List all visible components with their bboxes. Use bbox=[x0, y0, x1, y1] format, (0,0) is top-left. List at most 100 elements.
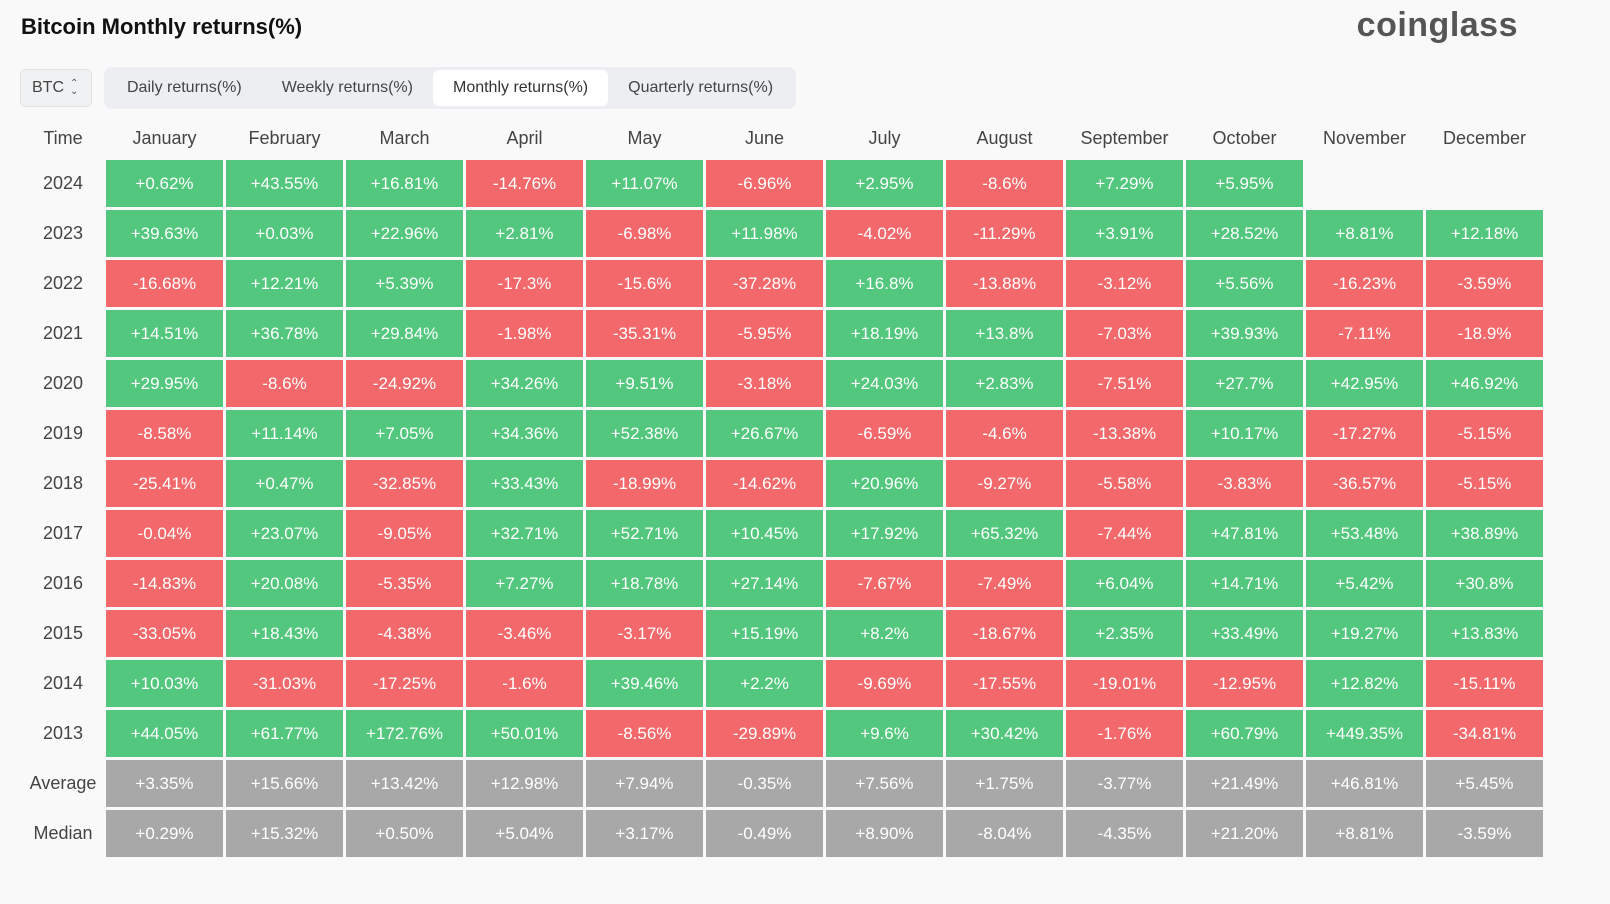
return-cell[interactable]: +2.81% bbox=[466, 210, 583, 257]
summary-cell[interactable]: +13.42% bbox=[346, 760, 463, 807]
coin-select[interactable]: BTC ⌃ ⌄ bbox=[20, 69, 92, 107]
return-cell[interactable]: -19.01% bbox=[1066, 660, 1183, 707]
return-cell[interactable]: +47.81% bbox=[1186, 510, 1303, 557]
return-cell[interactable]: +11.14% bbox=[226, 410, 343, 457]
return-cell[interactable]: -7.44% bbox=[1066, 510, 1183, 557]
return-cell[interactable]: +14.51% bbox=[106, 310, 223, 357]
return-cell[interactable]: +3.91% bbox=[1066, 210, 1183, 257]
return-cell[interactable]: +14.71% bbox=[1186, 560, 1303, 607]
return-cell[interactable]: -5.35% bbox=[346, 560, 463, 607]
return-cell[interactable]: -17.25% bbox=[346, 660, 463, 707]
return-cell[interactable]: +7.05% bbox=[346, 410, 463, 457]
return-cell[interactable]: -4.02% bbox=[826, 210, 943, 257]
return-cell[interactable]: +5.42% bbox=[1306, 560, 1423, 607]
summary-cell[interactable]: -0.49% bbox=[706, 810, 823, 857]
return-cell[interactable]: +2.2% bbox=[706, 660, 823, 707]
return-cell[interactable]: +30.8% bbox=[1426, 560, 1543, 607]
return-cell[interactable]: -17.3% bbox=[466, 260, 583, 307]
return-cell[interactable]: -36.57% bbox=[1306, 460, 1423, 507]
summary-cell[interactable]: +21.49% bbox=[1186, 760, 1303, 807]
return-cell[interactable]: -18.67% bbox=[946, 610, 1063, 657]
return-cell[interactable]: -32.85% bbox=[346, 460, 463, 507]
return-cell[interactable]: +23.07% bbox=[226, 510, 343, 557]
tab-quarterly-returns[interactable]: Quarterly returns(%) bbox=[628, 79, 774, 96]
return-cell[interactable]: +20.08% bbox=[226, 560, 343, 607]
return-cell[interactable]: -0.04% bbox=[106, 510, 223, 557]
return-cell[interactable]: -8.6% bbox=[946, 160, 1063, 207]
return-cell[interactable]: +30.42% bbox=[946, 710, 1063, 757]
return-cell[interactable]: +52.38% bbox=[586, 410, 703, 457]
return-cell[interactable]: +18.43% bbox=[226, 610, 343, 657]
return-cell[interactable]: -1.98% bbox=[466, 310, 583, 357]
return-cell[interactable]: -5.15% bbox=[1426, 460, 1543, 507]
summary-cell[interactable]: +0.29% bbox=[106, 810, 223, 857]
return-cell[interactable]: +15.19% bbox=[706, 610, 823, 657]
return-cell[interactable]: +34.36% bbox=[466, 410, 583, 457]
return-cell[interactable]: -1.6% bbox=[466, 660, 583, 707]
brand-logo[interactable]: coinglass bbox=[1356, 6, 1518, 44]
return-cell[interactable]: +27.7% bbox=[1186, 360, 1303, 407]
return-cell[interactable]: +61.77% bbox=[226, 710, 343, 757]
return-cell[interactable]: +39.46% bbox=[586, 660, 703, 707]
return-cell[interactable]: +24.03% bbox=[826, 360, 943, 407]
summary-cell[interactable]: +3.17% bbox=[586, 810, 703, 857]
return-cell[interactable]: +16.81% bbox=[346, 160, 463, 207]
return-cell[interactable]: -15.6% bbox=[586, 260, 703, 307]
summary-cell[interactable]: +7.56% bbox=[826, 760, 943, 807]
return-cell[interactable]: +18.78% bbox=[586, 560, 703, 607]
return-cell[interactable]: +33.49% bbox=[1186, 610, 1303, 657]
return-cell[interactable]: -8.6% bbox=[226, 360, 343, 407]
return-cell[interactable]: -7.49% bbox=[946, 560, 1063, 607]
return-cell[interactable]: +20.96% bbox=[826, 460, 943, 507]
return-cell[interactable]: +29.95% bbox=[106, 360, 223, 407]
return-cell[interactable]: +5.56% bbox=[1186, 260, 1303, 307]
return-cell[interactable]: -7.67% bbox=[826, 560, 943, 607]
return-cell[interactable]: +28.52% bbox=[1186, 210, 1303, 257]
return-cell[interactable]: -15.11% bbox=[1426, 660, 1543, 707]
return-cell[interactable]: +12.82% bbox=[1306, 660, 1423, 707]
return-cell[interactable]: -5.58% bbox=[1066, 460, 1183, 507]
return-cell[interactable]: -11.29% bbox=[946, 210, 1063, 257]
return-cell[interactable]: +18.19% bbox=[826, 310, 943, 357]
return-cell[interactable]: -5.95% bbox=[706, 310, 823, 357]
return-cell[interactable]: +22.96% bbox=[346, 210, 463, 257]
summary-cell[interactable]: -4.35% bbox=[1066, 810, 1183, 857]
return-cell[interactable]: +8.2% bbox=[826, 610, 943, 657]
return-cell[interactable]: +13.83% bbox=[1426, 610, 1543, 657]
return-cell[interactable]: +26.67% bbox=[706, 410, 823, 457]
return-cell[interactable]: -17.27% bbox=[1306, 410, 1423, 457]
return-cell[interactable]: -3.83% bbox=[1186, 460, 1303, 507]
summary-cell[interactable]: +21.20% bbox=[1186, 810, 1303, 857]
summary-cell[interactable]: -0.35% bbox=[706, 760, 823, 807]
summary-cell[interactable]: +5.04% bbox=[466, 810, 583, 857]
return-cell[interactable]: -14.62% bbox=[706, 460, 823, 507]
return-cell[interactable]: -6.98% bbox=[586, 210, 703, 257]
return-cell[interactable]: -3.59% bbox=[1426, 260, 1543, 307]
return-cell[interactable]: -25.41% bbox=[106, 460, 223, 507]
tab-monthly-returns[interactable]: Monthly returns(%) bbox=[432, 70, 609, 106]
return-cell[interactable]: -9.27% bbox=[946, 460, 1063, 507]
return-cell[interactable]: +52.71% bbox=[586, 510, 703, 557]
return-cell[interactable]: +36.78% bbox=[226, 310, 343, 357]
return-cell[interactable]: -14.83% bbox=[106, 560, 223, 607]
return-cell[interactable]: +2.35% bbox=[1066, 610, 1183, 657]
tab-daily-returns[interactable]: Daily returns(%) bbox=[127, 79, 242, 96]
return-cell[interactable]: -16.68% bbox=[106, 260, 223, 307]
return-cell[interactable]: -9.05% bbox=[346, 510, 463, 557]
return-cell[interactable]: +44.05% bbox=[106, 710, 223, 757]
return-cell[interactable]: -18.99% bbox=[586, 460, 703, 507]
return-cell[interactable]: +11.98% bbox=[706, 210, 823, 257]
return-cell[interactable]: +38.89% bbox=[1426, 510, 1543, 557]
return-cell[interactable]: +7.27% bbox=[466, 560, 583, 607]
return-cell[interactable]: -34.81% bbox=[1426, 710, 1543, 757]
return-cell[interactable]: +12.21% bbox=[226, 260, 343, 307]
return-cell[interactable]: -18.9% bbox=[1426, 310, 1543, 357]
summary-cell[interactable]: +7.94% bbox=[586, 760, 703, 807]
summary-cell[interactable]: +5.45% bbox=[1426, 760, 1543, 807]
return-cell[interactable]: +60.79% bbox=[1186, 710, 1303, 757]
return-cell[interactable]: -7.51% bbox=[1066, 360, 1183, 407]
summary-cell[interactable]: +1.75% bbox=[946, 760, 1063, 807]
return-cell[interactable]: -24.92% bbox=[346, 360, 463, 407]
return-cell[interactable]: -17.55% bbox=[946, 660, 1063, 707]
return-cell[interactable]: -3.46% bbox=[466, 610, 583, 657]
